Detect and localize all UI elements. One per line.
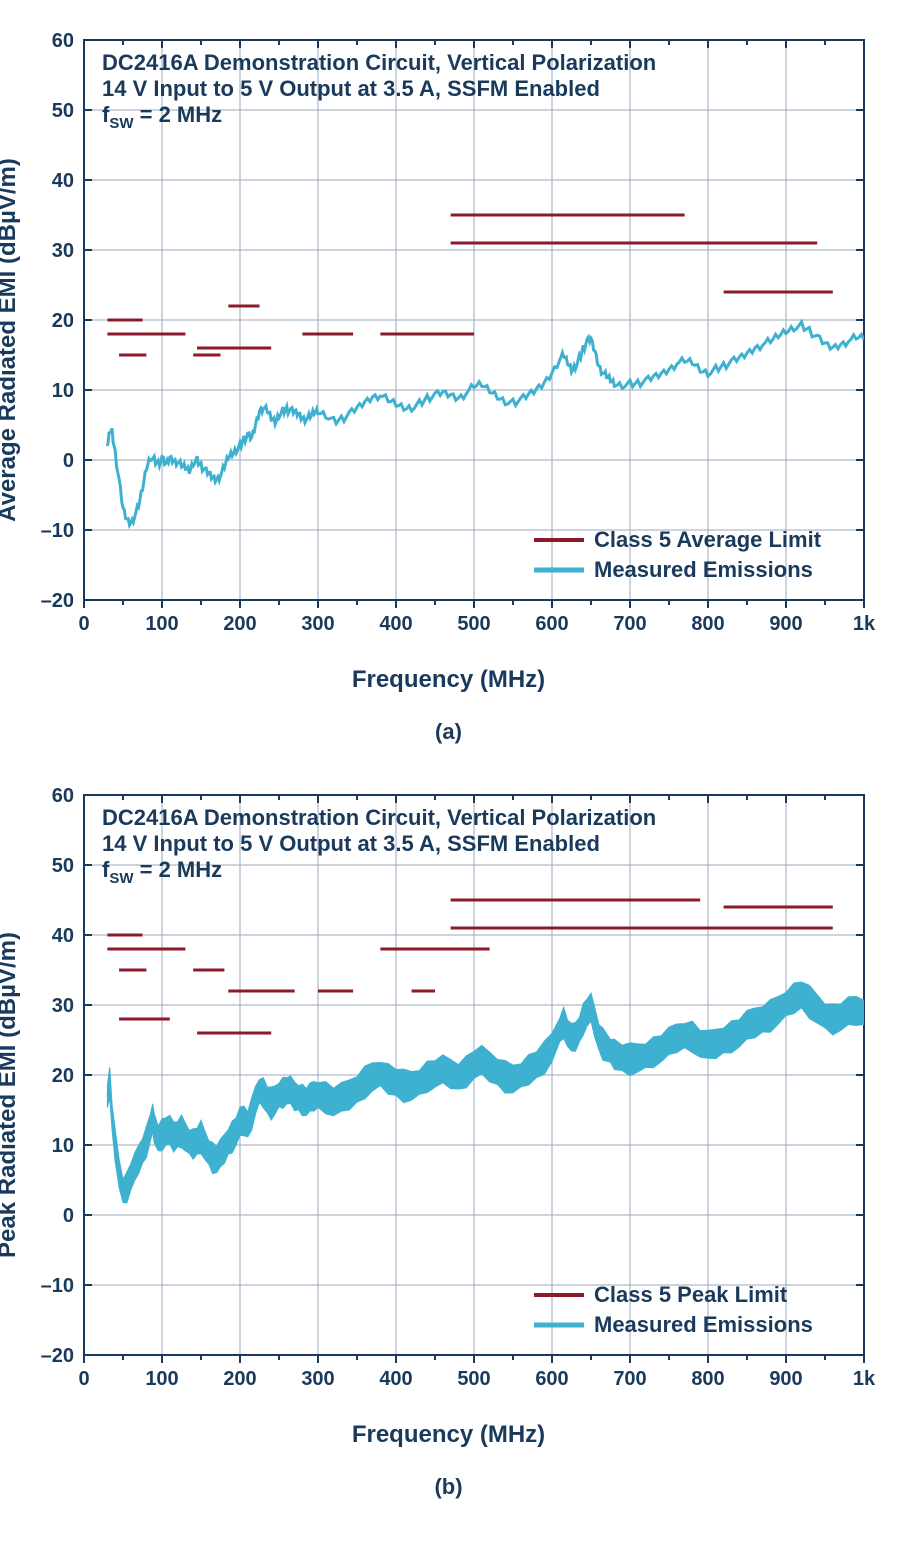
svg-text:1k: 1k	[852, 1368, 875, 1390]
svg-text:500: 500	[457, 1368, 490, 1390]
ylabel-a: Average Radiated EMI (dBµV/m)	[0, 158, 22, 522]
svg-text:100: 100	[145, 613, 178, 635]
svg-text:500: 500	[457, 613, 490, 635]
svg-text:20: 20	[51, 310, 73, 332]
svg-text:40: 40	[51, 925, 73, 947]
svg-text:400: 400	[379, 613, 412, 635]
svg-text:14 V Input to 5 V Output at 3.: 14 V Input to 5 V Output at 3.5 A, SSFM …	[102, 831, 600, 856]
svg-text:300: 300	[301, 613, 334, 635]
svg-text:Measured Emissions: Measured Emissions	[594, 1312, 813, 1337]
svg-text:60: 60	[51, 30, 73, 52]
svg-text:10: 10	[51, 1135, 73, 1157]
svg-text:–10: –10	[40, 1275, 73, 1297]
svg-text:200: 200	[223, 613, 256, 635]
svg-text:–20: –20	[40, 590, 73, 612]
svg-text:700: 700	[613, 1368, 646, 1390]
svg-text:30: 30	[51, 995, 73, 1017]
svg-text:Measured Emissions: Measured Emissions	[594, 557, 813, 582]
svg-text:0: 0	[62, 450, 73, 472]
svg-text:40: 40	[51, 170, 73, 192]
svg-text:DC2416A Demonstration Circuit,: DC2416A Demonstration Circuit, Vertical …	[102, 50, 656, 75]
svg-text:30: 30	[51, 240, 73, 262]
xlabel-b: Frequency (MHz)	[14, 1421, 884, 1449]
plot-a-wrap: Average Radiated EMI (dBµV/m) 0100200300…	[14, 20, 884, 660]
svg-text:DC2416A Demonstration Circuit,: DC2416A Demonstration Circuit, Vertical …	[102, 805, 656, 830]
subcaption-a: (a)	[14, 719, 884, 745]
svg-text:–20: –20	[40, 1345, 73, 1367]
xlabel-a: Frequency (MHz)	[14, 666, 884, 694]
svg-text:–10: –10	[40, 520, 73, 542]
svg-text:700: 700	[613, 613, 646, 635]
svg-text:0: 0	[78, 613, 89, 635]
svg-text:50: 50	[51, 855, 73, 877]
svg-text:200: 200	[223, 1368, 256, 1390]
svg-text:800: 800	[691, 613, 724, 635]
svg-text:Class 5 Average Limit: Class 5 Average Limit	[594, 527, 822, 552]
svg-text:1k: 1k	[852, 613, 875, 635]
subcaption-b: (b)	[14, 1474, 884, 1500]
svg-text:0: 0	[78, 1368, 89, 1390]
svg-text:100: 100	[145, 1368, 178, 1390]
svg-text:300: 300	[301, 1368, 334, 1390]
plot-b-wrap: Peak Radiated EMI (dBµV/m) 0100200300400…	[14, 775, 884, 1415]
figure-b: Peak Radiated EMI (dBµV/m) 0100200300400…	[14, 775, 884, 1500]
svg-text:Class 5 Peak Limit: Class 5 Peak Limit	[594, 1282, 788, 1307]
ylabel-b: Peak Radiated EMI (dBµV/m)	[0, 932, 22, 1258]
svg-text:60: 60	[51, 785, 73, 807]
chart-a-svg: 0 100 200 300 400 500 600 700 800 900 1k –20 –10 0 10 2…	[14, 20, 884, 660]
svg-text:600: 600	[535, 1368, 568, 1390]
svg-text:50: 50	[51, 100, 73, 122]
svg-text:900: 900	[769, 613, 802, 635]
svg-text:10: 10	[51, 380, 73, 402]
svg-text:900: 900	[769, 1368, 802, 1390]
svg-text:400: 400	[379, 1368, 412, 1390]
svg-text:20: 20	[51, 1065, 73, 1087]
chart-b-svg: 0 100 200 300 400 500 600 700 800 900 1k –20 –10 0 10 2…	[14, 775, 884, 1415]
svg-text:800: 800	[691, 1368, 724, 1390]
svg-text:600: 600	[535, 613, 568, 635]
svg-text:14 V Input to 5 V Output at 3.: 14 V Input to 5 V Output at 3.5 A, SSFM …	[102, 76, 600, 101]
figure-a: Average Radiated EMI (dBµV/m) 0100200300…	[14, 20, 884, 745]
svg-text:0: 0	[62, 1205, 73, 1227]
